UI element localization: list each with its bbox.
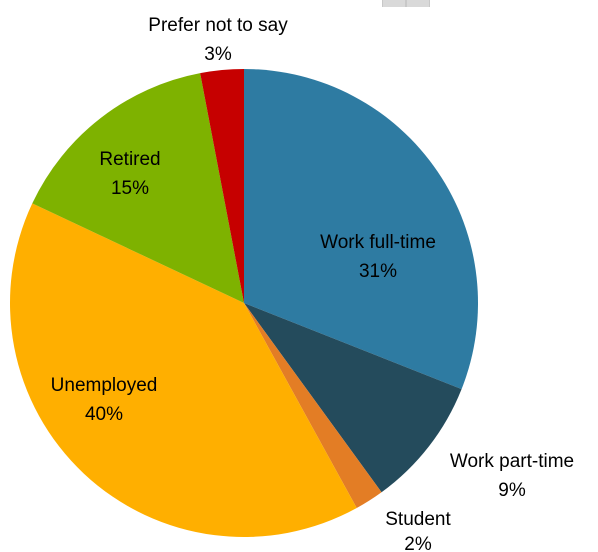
slice-retired — [32, 73, 244, 304]
slice-unemployed — [9, 203, 357, 537]
label-student-value: 2% — [404, 534, 432, 552]
label-work-part-time-name: Work part-time — [450, 451, 574, 472]
scroll-ghost-left — [382, 0, 406, 7]
label-student-name: Student — [385, 509, 451, 530]
label-retired-name: Retired — [99, 149, 160, 170]
label-work-full-time-value: 31% — [359, 261, 397, 282]
label-work-part-time-value: 9% — [498, 480, 526, 501]
slice-student — [244, 303, 382, 509]
slice-prefer-not-to-say — [200, 69, 244, 303]
label-unemployed-name: Unemployed — [51, 375, 158, 396]
label-retired-value: 15% — [111, 178, 149, 199]
label-work-full-time-name: Work full-time — [320, 232, 436, 253]
pie-slices — [9, 69, 478, 537]
label-prefer-not-to-say-value: 3% — [204, 44, 232, 65]
label-prefer-not-to-say-name: Prefer not to say — [148, 15, 288, 36]
label-unemployed-value: 40% — [85, 404, 123, 425]
slice-labels: Work full-time 31% Work part-time 9% Stu… — [51, 15, 574, 552]
slice-work-part-time — [244, 303, 462, 493]
scroll-ghost-right — [406, 0, 430, 7]
slice-work-full-time — [244, 69, 478, 390]
